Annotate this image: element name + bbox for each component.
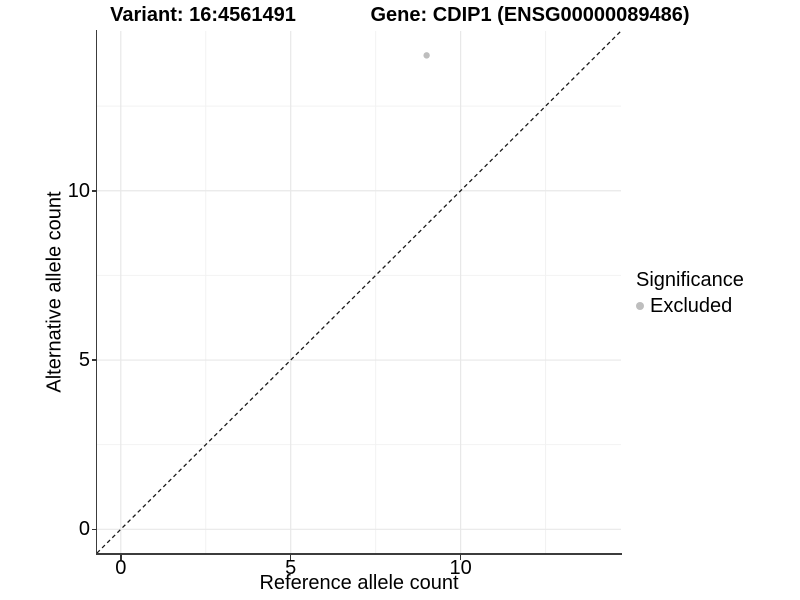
y-axis-title: Alternative allele count xyxy=(43,191,66,393)
y-tick-label: 10 xyxy=(67,179,90,202)
x-tick-mark xyxy=(459,554,462,560)
x-tick-mark xyxy=(289,554,292,560)
legend-title: Significance xyxy=(636,269,744,291)
x-axis-title: Reference allele count xyxy=(259,572,459,594)
gene-title: Gene: CDIP1 (ENSG00000089486) xyxy=(370,4,690,26)
x-tick-label: 5 xyxy=(285,557,297,579)
legend-item-excluded: Excluded xyxy=(636,294,744,318)
data-point xyxy=(423,52,430,59)
identity-line xyxy=(97,31,621,553)
legend: Significance Excluded xyxy=(636,268,744,318)
variant-title: Variant: 16:4561491 xyxy=(110,4,296,26)
x-tick-label: 10 xyxy=(449,557,472,579)
plot-area xyxy=(97,31,621,553)
legend-item-label: Excluded xyxy=(650,295,733,317)
x-axis-line xyxy=(95,553,622,555)
y-axis-line xyxy=(95,30,97,555)
y-tick-label: 5 xyxy=(78,349,90,372)
x-tick-label: 0 xyxy=(115,557,127,579)
y-tick-mark xyxy=(91,528,97,531)
y-tick-mark xyxy=(91,190,97,192)
excluded-point-icon xyxy=(636,302,644,310)
x-tick-mark xyxy=(120,554,122,560)
y-tick-label: 0 xyxy=(78,518,90,541)
y-tick-mark xyxy=(91,359,97,361)
